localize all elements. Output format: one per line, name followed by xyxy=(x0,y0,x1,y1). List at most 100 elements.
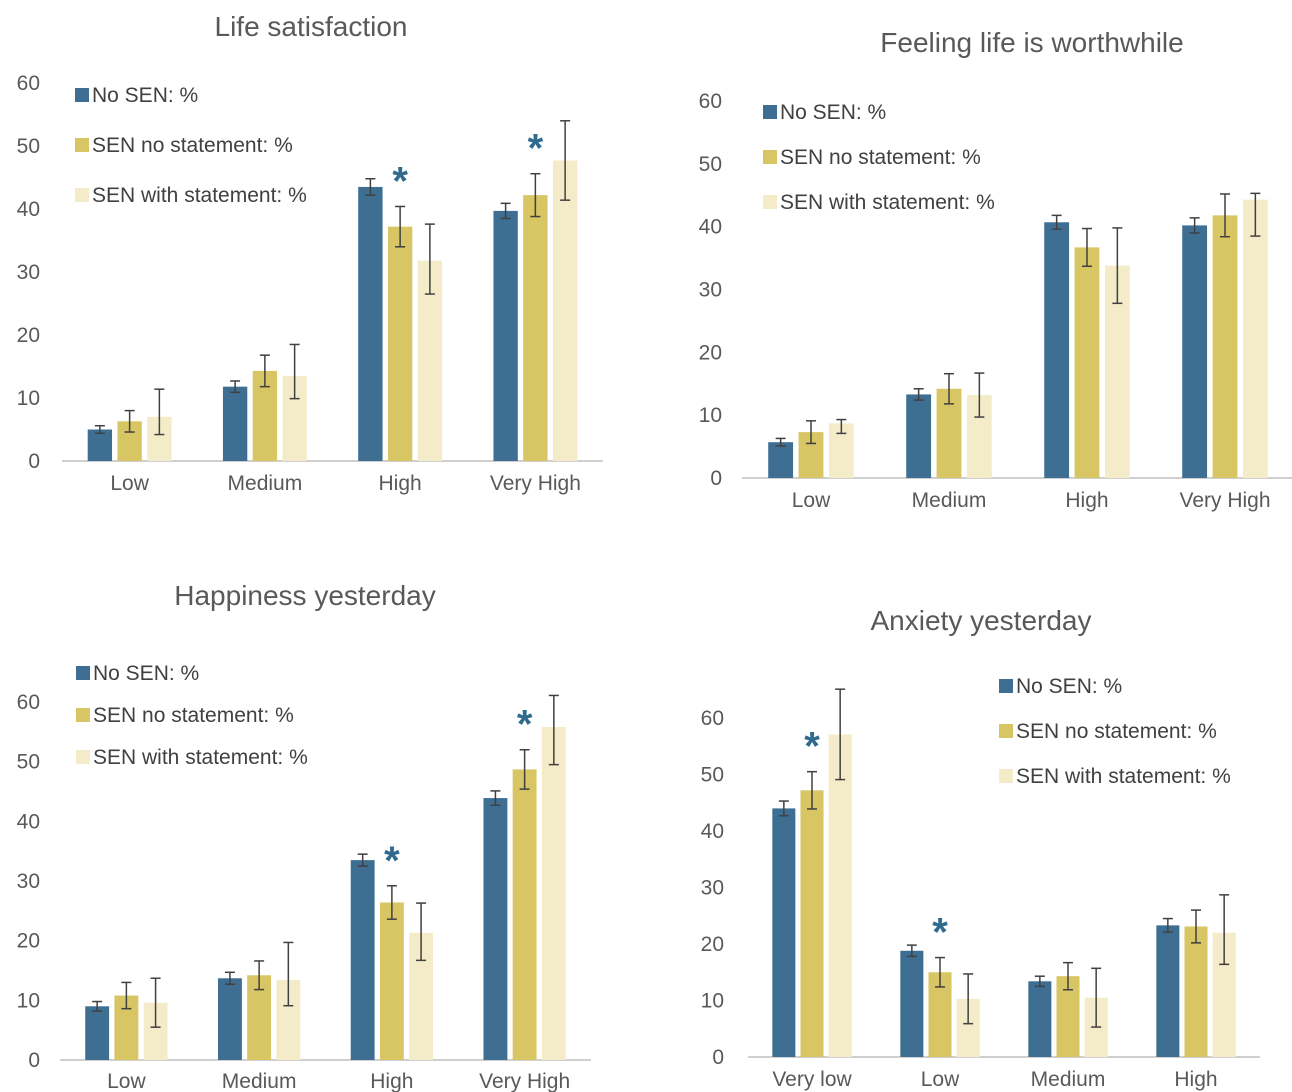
y-tick-label: 30 xyxy=(17,870,40,893)
error-bar xyxy=(416,902,427,962)
significance-star: * xyxy=(392,159,408,203)
error-bar xyxy=(1091,967,1102,1028)
error-bar xyxy=(230,380,241,394)
bar xyxy=(1182,225,1208,478)
bar xyxy=(114,995,139,1060)
category-label: Medium xyxy=(1031,1068,1106,1091)
error-bar xyxy=(224,971,235,985)
bar xyxy=(87,429,113,461)
legend-swatch xyxy=(75,188,89,202)
bar xyxy=(1212,932,1236,1057)
legend-label: No SEN: % xyxy=(93,662,199,685)
error-bar xyxy=(424,223,435,295)
y-tick-label: 10 xyxy=(701,990,724,1013)
bar xyxy=(493,210,518,461)
y-tick-label: 0 xyxy=(712,1046,724,1069)
error-bar xyxy=(357,853,368,867)
legend-label: No SEN: % xyxy=(1016,675,1122,698)
bar xyxy=(85,1006,110,1060)
category-label: Very High xyxy=(1179,489,1270,512)
chart-title: Happiness yesterday xyxy=(174,580,435,611)
error-bar xyxy=(500,202,511,220)
error-bar xyxy=(94,424,105,435)
y-tick-label: 60 xyxy=(17,691,40,714)
legend-label: SEN with statement: % xyxy=(92,184,307,207)
bar xyxy=(1156,925,1180,1057)
error-bar xyxy=(974,372,985,418)
bar xyxy=(800,790,824,1057)
error-bar xyxy=(121,981,132,1010)
chart-feeling-life-worthwhile: Feeling life is worthwhile 0 10 20 30 40 50 60 L… xyxy=(646,0,1292,546)
chart-title: Feeling life is worthwhile xyxy=(880,27,1183,58)
significance-star: * xyxy=(528,127,544,171)
y-tick-label: 40 xyxy=(17,810,40,833)
error-bar xyxy=(1112,227,1123,305)
error-bar xyxy=(835,688,846,781)
legend-label: SEN with statement: % xyxy=(780,191,995,214)
error-bar xyxy=(1191,909,1201,944)
y-tick-label: 20 xyxy=(699,341,722,364)
error-bar xyxy=(1034,975,1045,988)
legend-label: No SEN: % xyxy=(92,84,198,107)
legend-swatch xyxy=(763,195,777,209)
error-bar xyxy=(154,388,165,436)
life-satisfaction-svg: Life satisfaction 0 10 20 30 40 50 60 Low Medium H… xyxy=(17,11,603,495)
error-bar xyxy=(1063,961,1073,991)
error-bar xyxy=(1082,227,1092,268)
legend-swatch xyxy=(999,769,1013,783)
bar xyxy=(900,950,924,1057)
chart-title: Life satisfaction xyxy=(215,11,408,42)
error-bar xyxy=(150,977,161,1028)
bar xyxy=(387,226,413,461)
happiness-yesterday-svg: Happiness yesterday 0 10 20 30 40 50 60 Low Mediu… xyxy=(17,580,591,1092)
category-label: Low xyxy=(107,1070,146,1092)
error-bar xyxy=(548,694,559,766)
y-tick-label: 40 xyxy=(699,216,722,239)
bar xyxy=(1212,215,1238,478)
legend-swatch xyxy=(763,150,777,164)
category-label: High xyxy=(370,1070,413,1092)
y-tick-label: 50 xyxy=(17,135,40,158)
legend-label: SEN no statement: % xyxy=(93,704,294,727)
y-tick-label: 30 xyxy=(701,877,724,900)
chart-happiness-yesterday: Happiness yesterday 0 10 20 30 40 50 60 Low Mediu… xyxy=(0,546,646,1092)
legend-label: SEN no statement: % xyxy=(92,134,293,157)
error-bar xyxy=(778,800,789,817)
error-bar xyxy=(490,790,501,806)
bar xyxy=(1056,976,1080,1057)
bar xyxy=(409,932,434,1060)
category-label: High xyxy=(1065,489,1108,512)
bar xyxy=(1028,981,1052,1057)
bar xyxy=(928,972,952,1057)
bar xyxy=(350,860,375,1060)
error-bar xyxy=(807,770,817,810)
y-tick-label: 0 xyxy=(28,1049,40,1072)
significance-star: * xyxy=(932,911,948,955)
legend-label: SEN no statement: % xyxy=(1016,720,1217,743)
legend-swatch xyxy=(76,666,90,680)
bar xyxy=(956,998,980,1057)
legend-swatch xyxy=(999,679,1013,693)
bar xyxy=(552,160,578,462)
bar xyxy=(1074,247,1100,478)
y-tick-label: 60 xyxy=(17,72,40,95)
error-bar xyxy=(1051,214,1062,230)
y-tick-label: 50 xyxy=(699,153,722,176)
bar xyxy=(222,386,248,461)
y-tick-label: 0 xyxy=(28,450,40,473)
legend-label: SEN no statement: % xyxy=(780,146,981,169)
bar xyxy=(541,727,566,1060)
chart-title: Anxiety yesterday xyxy=(871,605,1092,636)
category-label: Very low xyxy=(772,1068,852,1091)
category-label: Low xyxy=(921,1068,960,1091)
bar xyxy=(247,975,272,1060)
error-bar xyxy=(1250,192,1261,237)
error-bar xyxy=(913,388,924,401)
bar xyxy=(512,769,537,1060)
bar xyxy=(1184,926,1208,1057)
y-tick-label: 60 xyxy=(701,707,724,730)
legend-label: No SEN: % xyxy=(780,101,886,124)
bar xyxy=(1242,199,1268,479)
error-bar xyxy=(935,956,945,988)
error-bar xyxy=(283,941,294,1007)
